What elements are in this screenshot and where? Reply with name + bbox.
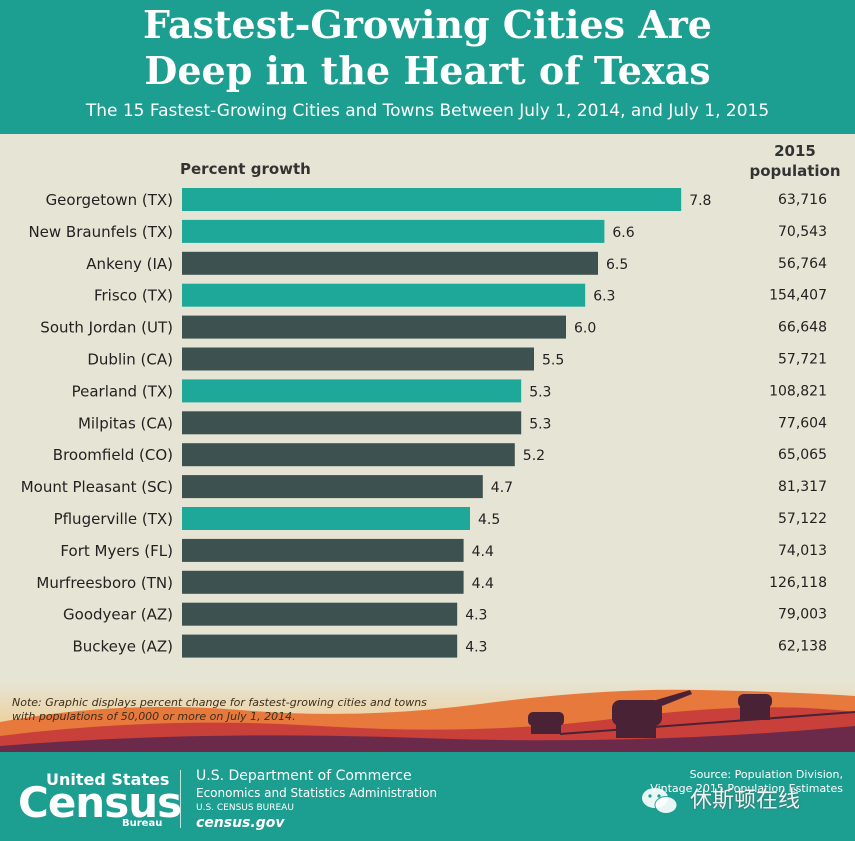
city-label: Broomfield (CO) [53, 446, 173, 464]
cattle-silhouettes [528, 690, 772, 738]
bar [182, 602, 458, 626]
footer-divider [180, 770, 181, 828]
fence [559, 711, 855, 735]
administration-name: Economics and Statistics Administration [196, 786, 438, 800]
longhorn-horns [656, 690, 692, 706]
population-value: 66,648 [778, 320, 827, 336]
population-value: 63,716 [778, 192, 827, 208]
footer: United States Census Bureau U.S. Departm… [0, 752, 855, 841]
value-label: 5.3 [529, 384, 551, 400]
population-value: 65,065 [778, 447, 827, 463]
census-logo: Census [18, 778, 182, 827]
title-line-1: Fastest-Growing Cities Are [143, 2, 712, 47]
population-value: 79,003 [778, 607, 827, 623]
population-value: 126,118 [769, 575, 827, 591]
cow-small-legs [531, 722, 561, 734]
bar [182, 283, 586, 307]
city-label: Ankeny (IA) [86, 255, 173, 273]
source-line-2: Vintage 2015 Population Estimates [650, 782, 843, 795]
value-label: 4.3 [465, 608, 487, 624]
value-label: 7.8 [689, 193, 711, 209]
city-label: Frisco (TX) [94, 287, 173, 305]
longhorn-body [612, 700, 662, 726]
population-value: 108,821 [769, 383, 827, 399]
value-label: 6.6 [612, 225, 634, 241]
bar [182, 251, 598, 275]
bar [182, 219, 605, 243]
city-label: Mount Pleasant (SC) [21, 478, 173, 496]
value-label: 4.7 [491, 480, 513, 496]
bar [182, 379, 522, 403]
city-label: Pflugerville (TX) [54, 510, 173, 528]
value-label: 4.4 [472, 576, 494, 592]
city-label: New Braunfels (TX) [28, 223, 173, 241]
population-value: 62,138 [778, 639, 827, 655]
bars-group: Georgetown (TX) 7.8 63,716 New Braunfels (T… [21, 188, 827, 658]
bar [182, 443, 515, 467]
population-value: 74,013 [778, 543, 827, 559]
longhorn-legs [616, 722, 656, 738]
source-note: Source: Population Division, Vintage 201… [623, 768, 843, 796]
population-header-line-1: 2015 [774, 142, 816, 160]
bar [182, 475, 483, 499]
sunset-landscape [0, 680, 855, 755]
bar [182, 538, 464, 562]
bureau-name: U.S. CENSUS BUREAU [196, 803, 294, 813]
source-line-1: Source: Population Division, [689, 768, 843, 781]
value-label: 5.2 [523, 448, 545, 464]
city-label: Buckeye (AZ) [72, 638, 173, 656]
department-name: U.S. Department of Commerce [196, 768, 412, 784]
logo-sub-text: Bureau [122, 818, 163, 829]
city-label: Pearland (TX) [72, 382, 173, 400]
bar-chart: Percent growth 2015 population Georgetow… [21, 142, 841, 658]
bar [182, 570, 464, 594]
population-value: 77,604 [778, 415, 827, 431]
watermark-text: 休斯顿在线 [690, 788, 801, 813]
city-label: Georgetown (TX) [46, 191, 173, 209]
title-line-2: Deep in the Heart of Texas [144, 48, 711, 93]
value-header: Percent growth [180, 160, 311, 178]
census-website-link[interactable]: census.gov [196, 815, 285, 831]
city-label: Milpitas (CA) [78, 414, 173, 432]
value-label: 4.3 [465, 640, 487, 656]
header-banner: Fastest-Growing Cities Are Deep in the H… [0, 0, 855, 134]
value-label: 4.5 [478, 512, 500, 528]
population-value: 70,543 [778, 224, 827, 240]
city-label: Murfreesboro (TN) [36, 574, 173, 592]
chart-note: Note: Graphic displays percent change fo… [12, 696, 427, 723]
population-value: 56,764 [778, 256, 827, 272]
bar [182, 188, 682, 211]
population-header-line-2: population [749, 162, 840, 180]
wechat-icon [642, 788, 678, 814]
value-label: 6.0 [574, 321, 596, 337]
logo-top-text: United States [46, 770, 170, 789]
value-label: 4.4 [472, 544, 494, 560]
bar [182, 411, 522, 435]
horse-legs [740, 706, 770, 720]
page-title: Fastest-Growing Cities Are Deep in the H… [0, 2, 855, 94]
bar [182, 315, 566, 339]
population-value: 57,122 [778, 511, 827, 527]
city-label: Dublin (CA) [87, 351, 173, 369]
horse-body [738, 694, 772, 708]
population-value: 81,317 [778, 479, 827, 495]
value-label: 5.3 [529, 416, 551, 432]
value-label: 6.3 [593, 289, 615, 305]
bar [182, 507, 470, 530]
city-label: South Jordan (UT) [40, 319, 173, 337]
value-label: 5.5 [542, 353, 564, 369]
population-value: 154,407 [769, 288, 827, 304]
bar [182, 347, 534, 371]
city-label: Goodyear (AZ) [63, 606, 173, 624]
value-label: 6.5 [606, 257, 628, 273]
population-value: 57,721 [778, 352, 827, 368]
page-subtitle: The 15 Fastest-Growing Cities and Towns … [85, 101, 770, 121]
city-label: Fort Myers (FL) [60, 542, 173, 560]
near-ground [0, 726, 855, 755]
bar [182, 634, 458, 658]
